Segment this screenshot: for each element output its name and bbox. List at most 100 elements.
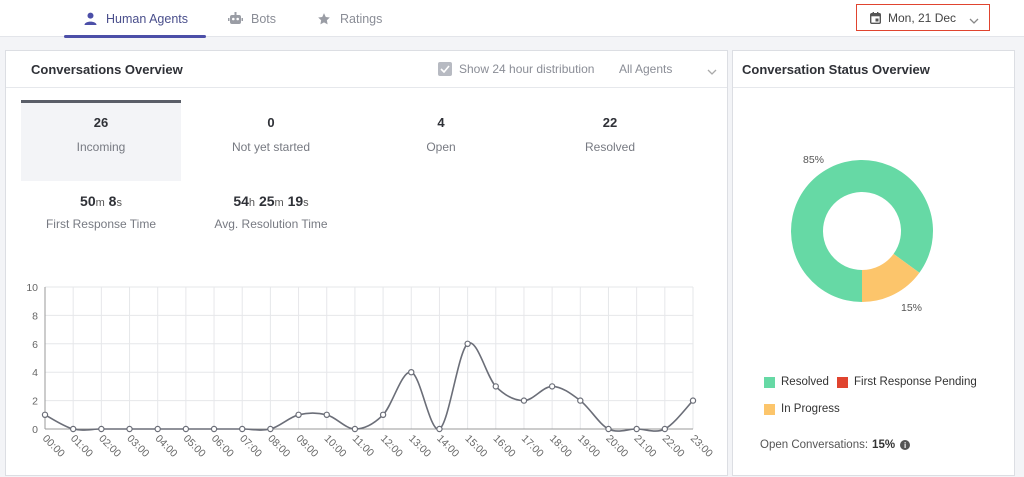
stat-incoming[interactable]: 26 Incoming — [21, 100, 181, 181]
data-point[interactable] — [633, 425, 640, 433]
data-point[interactable] — [464, 340, 471, 348]
series-line — [44, 342, 694, 432]
tab-human-agents[interactable]: Human Agents — [64, 0, 206, 38]
x-tick-label: 20:00 — [603, 433, 630, 460]
person-icon — [82, 11, 98, 27]
calendar-icon — [870, 11, 881, 24]
pct-label-in-progress: 15% — [901, 302, 922, 314]
x-tick-label: 08:00 — [265, 433, 292, 460]
checkbox-checked-icon[interactable] — [438, 62, 452, 76]
data-point[interactable] — [548, 383, 556, 390]
show-24h-toggle[interactable]: Show 24 hour distribution — [438, 62, 594, 76]
data-point[interactable] — [323, 411, 330, 418]
data-point[interactable] — [295, 411, 302, 418]
agent-filter-value: All Agents — [619, 62, 673, 76]
chevron-down-icon — [707, 64, 717, 78]
x-tick-label: 03:00 — [124, 433, 151, 460]
x-tick-label: 10:00 — [322, 433, 349, 460]
data-point[interactable] — [351, 425, 359, 433]
legend-first-response-pending[interactable]: First Response Pending — [837, 376, 977, 388]
y-tick-label: 6 — [32, 339, 38, 351]
stat-value: 26 — [93, 115, 109, 130]
data-point[interactable] — [661, 425, 669, 433]
x-tick-label: 09:00 — [293, 433, 320, 460]
data-point[interactable] — [41, 411, 49, 418]
data-point[interactable] — [182, 425, 190, 433]
avg-resolution-time: 54h 25m 19s Avg. Resolution Time — [181, 193, 361, 231]
data-point[interactable] — [492, 383, 499, 390]
star-icon — [316, 11, 332, 27]
stat-value: 22 — [602, 115, 618, 130]
y-tick-label: 10 — [26, 282, 38, 294]
data-point[interactable] — [379, 411, 387, 418]
stat-label: Not yet started — [231, 140, 311, 154]
stat-label: Incoming — [76, 140, 126, 154]
tab-ratings[interactable]: Ratings — [316, 0, 382, 37]
stat-value: 0 — [267, 115, 275, 130]
status-overview-panel: Conversation Status Overview 85% 15% Reso… — [732, 50, 1015, 476]
legend-in-progress[interactable]: In Progress — [764, 403, 840, 415]
time-label: Avg. Resolution Time — [214, 217, 328, 231]
data-point[interactable] — [154, 425, 161, 433]
x-tick-label: 04:00 — [153, 433, 180, 460]
x-tick-label: 11:00 — [350, 433, 377, 460]
data-point[interactable] — [239, 425, 246, 433]
x-tick-label: 07:00 — [237, 433, 264, 460]
x-tick-label: 02:00 — [96, 433, 123, 460]
x-tick-label: 06:00 — [209, 433, 236, 460]
data-point[interactable] — [436, 425, 443, 433]
stat-open[interactable]: 4 Open — [361, 103, 521, 154]
y-tick-label: 4 — [32, 367, 38, 379]
x-tick-label: 22:00 — [660, 433, 687, 460]
top-tab-bar: Human Agents Bots Ratings Mon, 21 Dec — [0, 0, 1024, 38]
x-tick-label: 14:00 — [434, 433, 461, 460]
data-point[interactable] — [267, 425, 274, 433]
x-tick-label: 16:00 — [491, 433, 518, 460]
hourly-line-chart: 0 2 4 6 8 10 00:00 01:00 02:00 03:00 04:00 05:00 06:… — [26, 282, 715, 460]
data-point[interactable] — [520, 397, 528, 404]
panel-title: Conversation Status Overview — [742, 61, 930, 77]
show-24h-label: Show 24 hour distribution — [459, 62, 595, 76]
tab-label: Human Agents — [106, 11, 188, 26]
open-conversations-label: Open Conversations: — [760, 439, 869, 451]
tab-label: Ratings — [340, 11, 383, 26]
tab-label: Bots — [251, 11, 277, 26]
x-tick-label: 12:00 — [378, 433, 405, 460]
x-tick-label: 21:00 — [632, 433, 659, 460]
legend-swatch — [764, 403, 775, 415]
data-point[interactable] — [210, 425, 218, 433]
open-conversations: Open Conversations: 15% i — [760, 439, 911, 451]
pct-label-resolved: 85% — [803, 154, 824, 166]
conversations-overview-panel: Conversations Overview Show 24 hour dist… — [5, 50, 728, 476]
data-point[interactable] — [69, 425, 77, 433]
x-tick-label: 15:00 — [462, 433, 489, 460]
data-point[interactable] — [689, 397, 697, 404]
info-icon[interactable]: i — [900, 440, 911, 450]
legend-label: Resolved — [781, 376, 829, 388]
stat-label: Resolved — [584, 140, 636, 154]
date-picker[interactable]: Mon, 21 Dec — [856, 4, 990, 31]
data-point[interactable] — [126, 425, 133, 433]
time-label: First Response Time — [45, 217, 157, 231]
x-tick-label: 17:00 — [519, 433, 546, 460]
x-tick-label: 13:00 — [406, 433, 433, 460]
x-tick-label: 18:00 — [547, 433, 574, 460]
data-point[interactable] — [408, 368, 415, 376]
panel-title: Conversations Overview — [31, 61, 183, 77]
x-tick-label: 19:00 — [575, 433, 602, 460]
stat-resolved[interactable]: 22 Resolved — [530, 103, 690, 154]
agent-filter-dropdown[interactable]: All Agents — [619, 62, 717, 76]
slice-resolved[interactable] — [791, 160, 933, 302]
legend-resolved[interactable]: Resolved — [764, 376, 829, 388]
slice-in-progress[interactable] — [862, 253, 920, 302]
stat-not-yet-started[interactable]: 0 Not yet started — [191, 103, 351, 154]
data-point[interactable] — [98, 425, 105, 433]
legend-label: First Response Pending — [854, 376, 977, 388]
data-point[interactable] — [605, 425, 612, 433]
stat-label: Open — [426, 140, 456, 154]
y-tick-label: 0 — [32, 424, 38, 436]
x-tick-label: 00:00 — [40, 433, 67, 460]
tab-bots[interactable]: Bots — [227, 0, 276, 37]
legend-swatch — [764, 376, 775, 388]
data-point[interactable] — [577, 397, 584, 404]
